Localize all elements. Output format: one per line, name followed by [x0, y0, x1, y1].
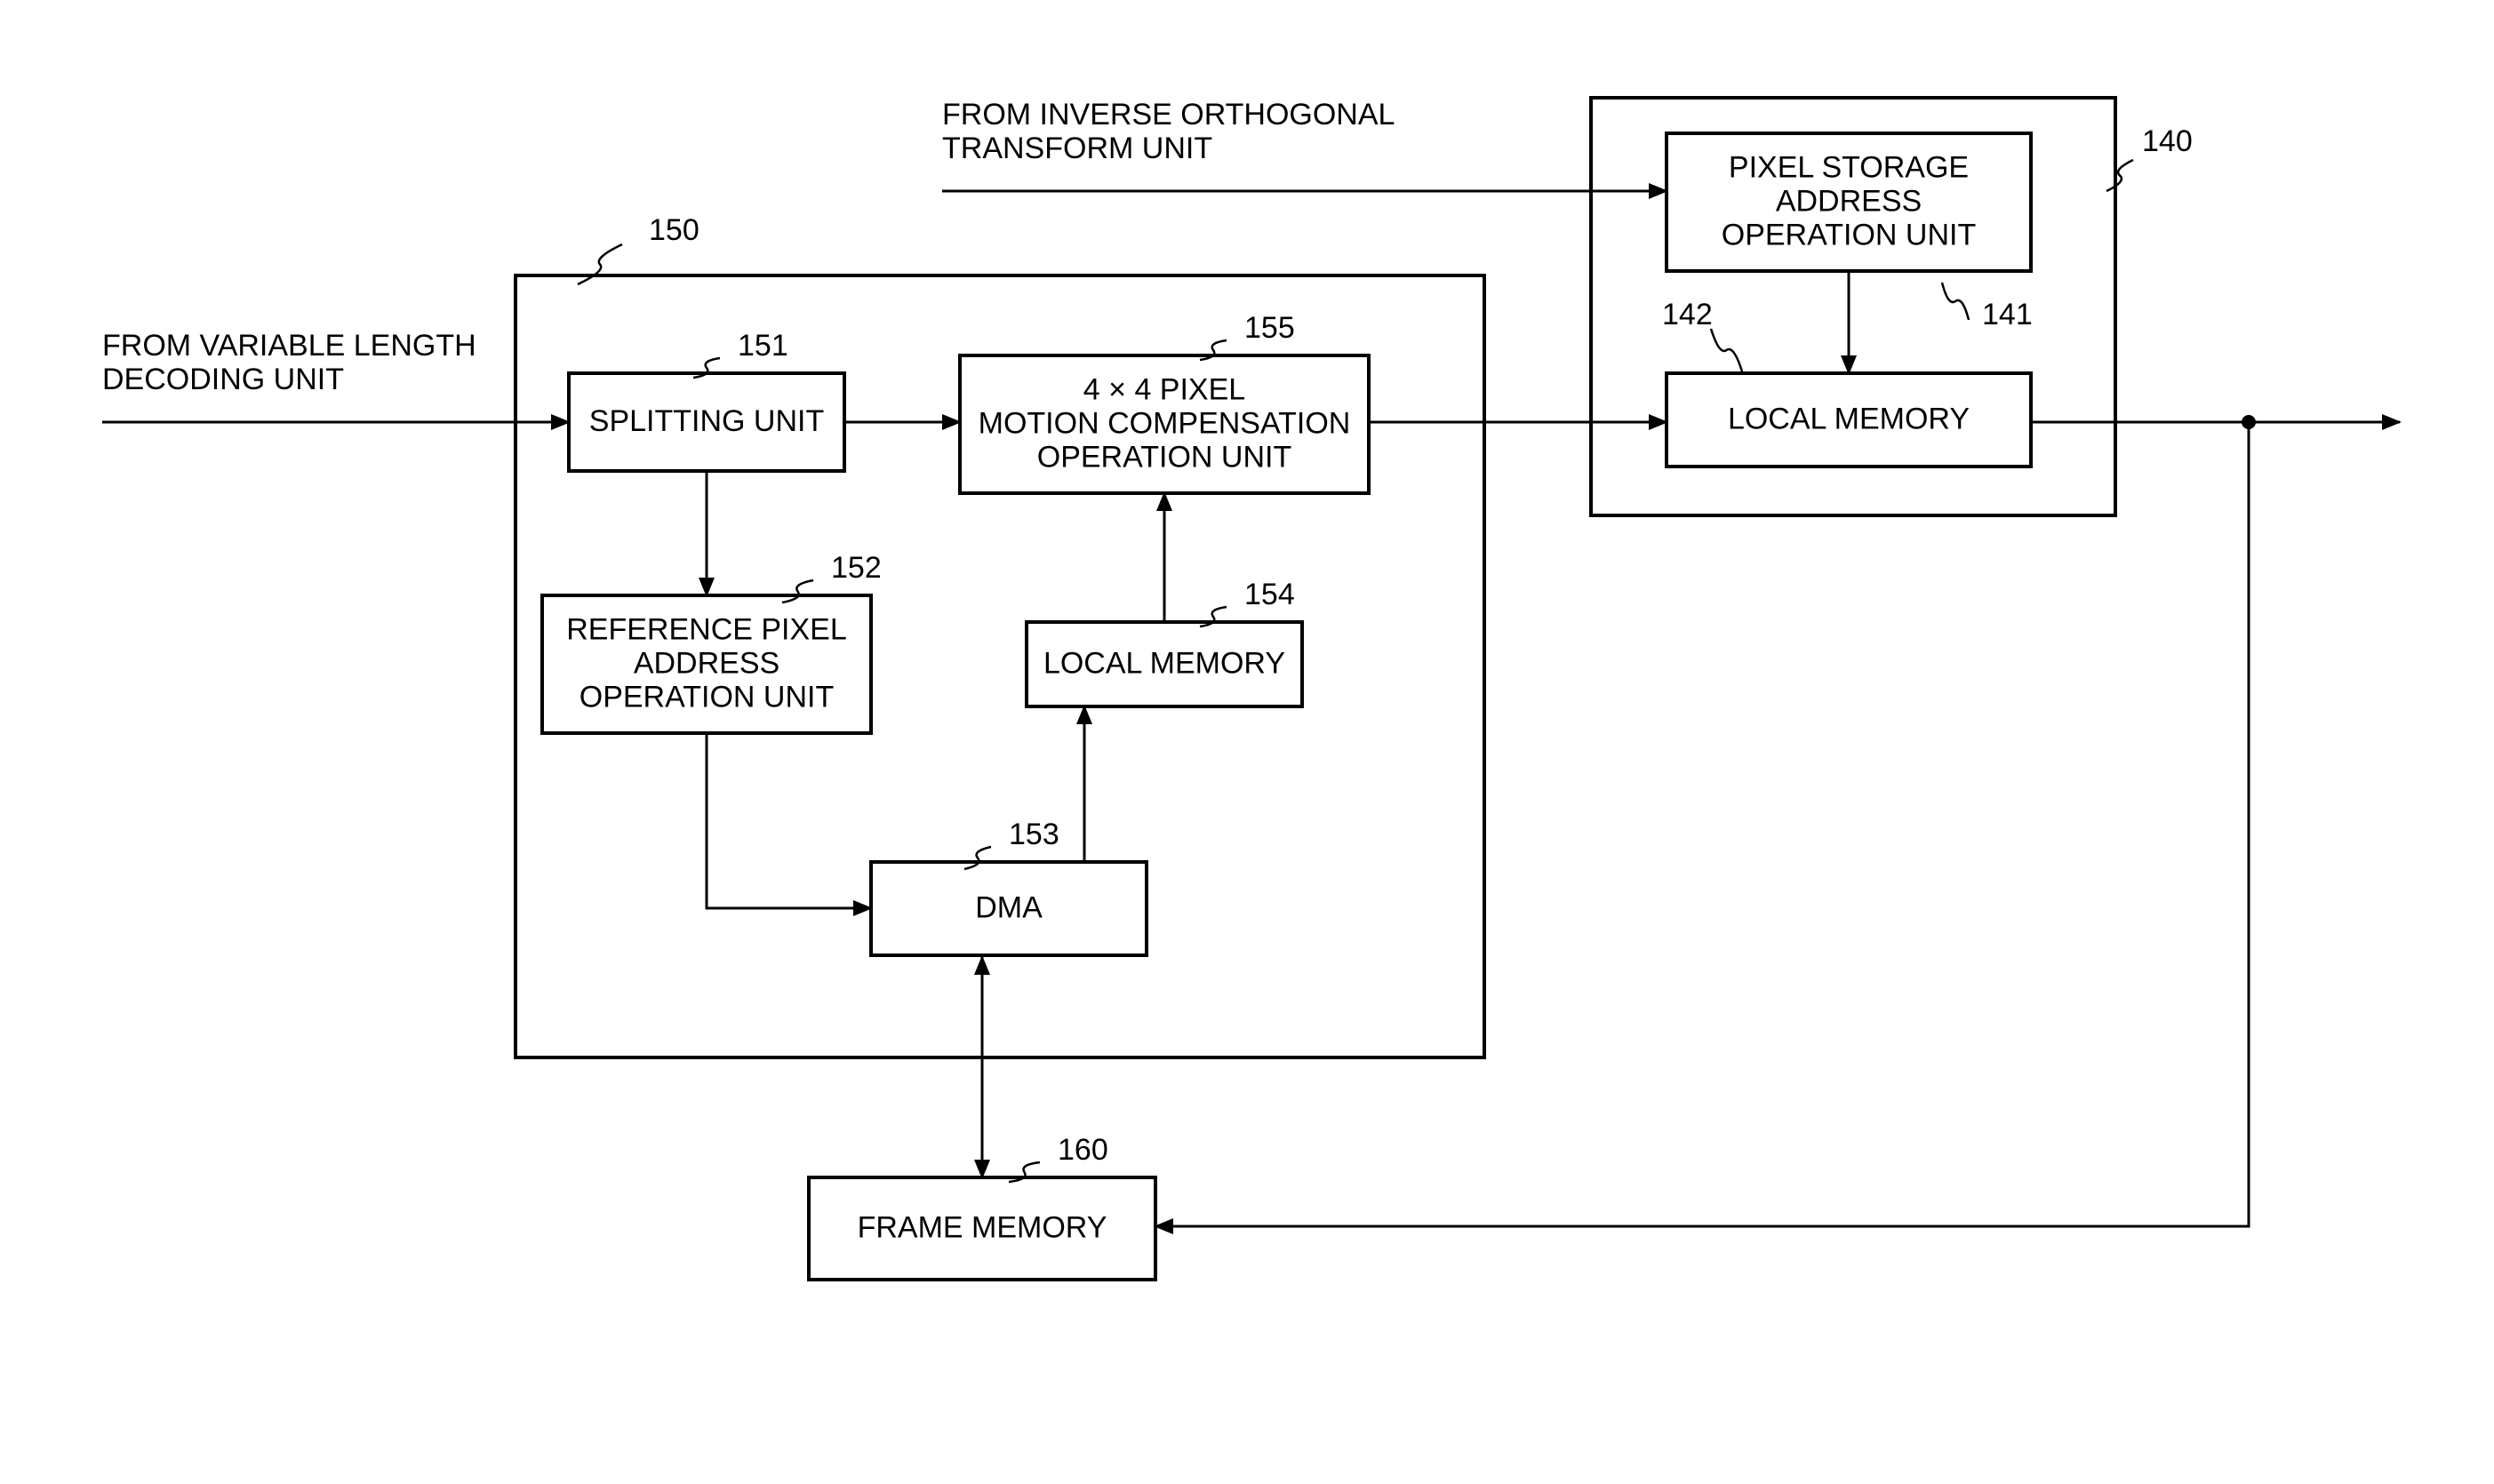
label-from_vld: FROM VARIABLE LENGTHDECODING UNIT [102, 329, 476, 396]
label-from_iot: FROM INVERSE ORTHOGONALTRANSFORM UNIT [942, 98, 1395, 165]
block-153-label: DMA [975, 890, 1043, 924]
ref-151: 151 [738, 329, 788, 363]
ref-153: 153 [1009, 818, 1059, 851]
block-154-label: LOCAL MEMORY [1043, 646, 1285, 680]
block-142-label: LOCAL MEMORY [1728, 402, 1970, 435]
ref-141: 141 [1982, 298, 2033, 331]
junction-dot [2242, 415, 2256, 429]
ref-154: 154 [1244, 578, 1295, 611]
ref-150: 150 [649, 213, 699, 247]
ref-152: 152 [831, 551, 882, 585]
ref-142: 142 [1662, 298, 1713, 331]
ref-160: 160 [1058, 1133, 1108, 1167]
ref-155: 155 [1244, 311, 1295, 345]
block-151-label: SPLITTING UNIT [589, 404, 824, 438]
ref-140: 140 [2142, 124, 2193, 158]
block-160-label: FRAME MEMORY [858, 1210, 1107, 1244]
